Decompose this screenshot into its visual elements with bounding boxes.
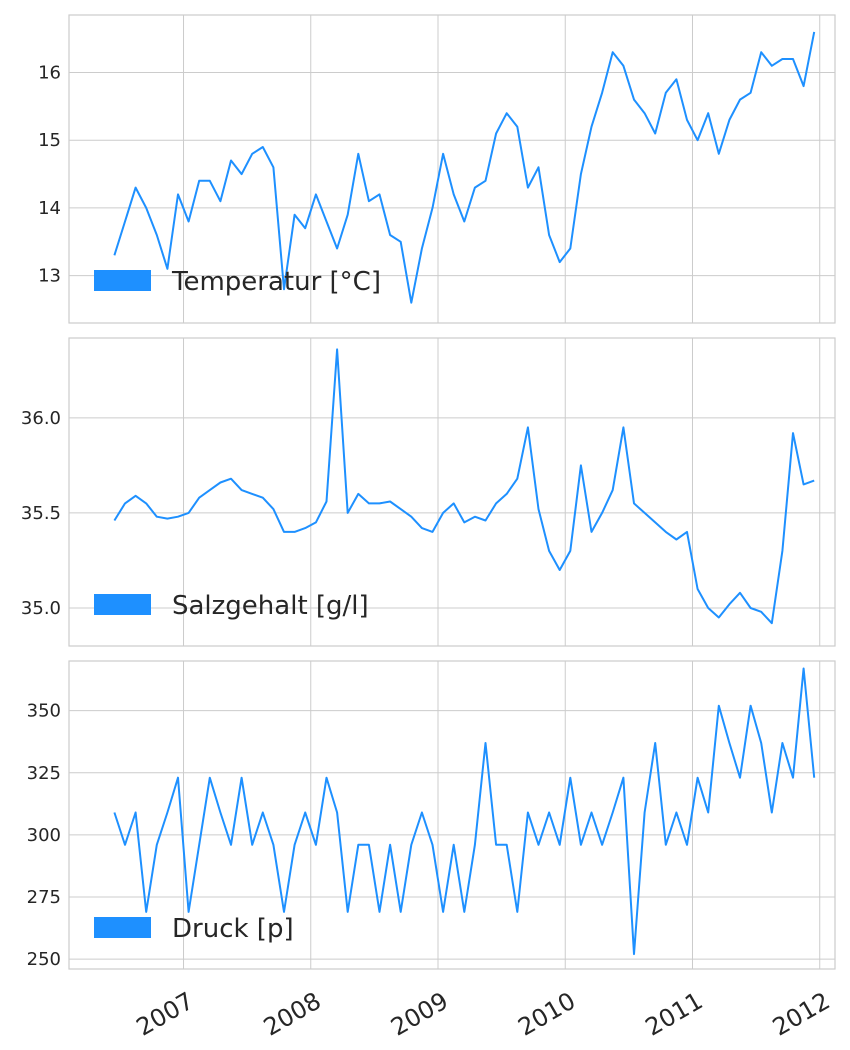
legend-label-pressure: Druck [p]	[172, 914, 294, 944]
legend-label-temperature: Temperatur [°C]	[171, 267, 381, 297]
pressure-line	[113, 667, 816, 956]
y-tick-label: 250	[27, 949, 61, 970]
y-gridlines	[69, 72, 835, 277]
salinity-line	[113, 348, 815, 625]
legend: Salzgehalt [g/l]	[94, 591, 369, 621]
y-tick-label: 13	[38, 266, 61, 287]
y-tick-labels: 13 14 15 16	[38, 63, 61, 287]
y-tick-label: 300	[27, 825, 61, 846]
panel-temperature: 13 14 15 16 Temperatur [°C]	[38, 14, 836, 324]
y-tick-labels: 250 275 300 325 350	[27, 701, 61, 970]
x-gridlines	[183, 338, 821, 646]
y-tick-label: 16	[38, 63, 61, 84]
y-tick-label: 350	[27, 701, 61, 722]
plot-frame	[68, 660, 836, 970]
y-tick-label: 14	[38, 198, 61, 219]
y-tick-label: 36.0	[21, 408, 61, 429]
legend-swatch-temperature	[94, 270, 151, 291]
legend: Temperatur [°C]	[94, 267, 381, 297]
plot-frame	[68, 337, 836, 647]
y-tick-label: 15	[38, 130, 61, 151]
y-tick-label: 325	[27, 763, 61, 784]
legend: Druck [p]	[94, 914, 294, 944]
y-tick-labels: 35.0 35.5 36.0	[21, 408, 61, 619]
panel-salinity: 35.0 35.5 36.0 Salzgehalt [g/l]	[21, 337, 836, 647]
y-gridlines	[69, 710, 835, 960]
y-tick-label: 35.5	[21, 503, 61, 524]
temperature-line	[113, 31, 816, 304]
legend-swatch-salinity	[94, 594, 151, 615]
legend-label-salinity: Salzgehalt [g/l]	[172, 591, 369, 621]
y-tick-label: 275	[27, 887, 61, 908]
legend-swatch-pressure	[94, 917, 151, 938]
panel-pressure: 250 275 300 325 350 Druck [p]	[27, 660, 836, 970]
y-tick-label: 35.0	[21, 598, 61, 619]
plot-frame	[68, 14, 836, 324]
x-gridlines	[183, 15, 821, 323]
